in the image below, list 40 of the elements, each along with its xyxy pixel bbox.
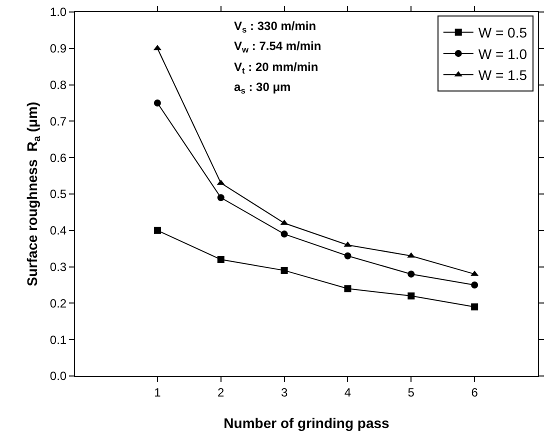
y-tick-label: 0.3 xyxy=(50,260,67,274)
y-tick-label: 0.5 xyxy=(50,187,67,202)
point xyxy=(344,285,352,292)
point xyxy=(407,252,416,258)
x-tick-label: 2 xyxy=(218,385,225,400)
annotation: a$_{s}$ : 30 μm xyxy=(234,80,291,96)
x-tick-label: 3 xyxy=(280,385,288,400)
legend-label: W = 1.0 xyxy=(478,46,528,62)
y-tick-label: 0.7 xyxy=(50,114,67,128)
x-tick-label: 6 xyxy=(471,385,478,400)
point xyxy=(280,230,288,238)
x-tick-label: 5 xyxy=(408,385,415,400)
y-tick-label: 1.0 xyxy=(50,5,67,20)
point xyxy=(471,282,478,288)
point xyxy=(280,266,288,274)
y-tick-label: 0.1 xyxy=(50,332,67,347)
legend-label: W = 0.5 xyxy=(478,24,528,41)
y-tick-label: 0.4 xyxy=(50,224,67,238)
point xyxy=(154,226,161,234)
y-tick-label: 0.9 xyxy=(50,42,67,56)
legend-label: W = 1.5 xyxy=(478,67,528,84)
annotation: V$_{t}$ : 20 mm/min xyxy=(234,60,318,76)
point xyxy=(217,256,224,264)
point xyxy=(344,241,352,247)
point xyxy=(217,194,224,202)
point xyxy=(471,303,478,310)
y-tick-label: 0.0 xyxy=(50,369,67,384)
x-tick-label: 4 xyxy=(344,385,352,400)
point xyxy=(153,44,162,50)
point xyxy=(154,100,161,106)
y-tick-label: 0.6 xyxy=(50,150,67,165)
y-tick-label: 0.8 xyxy=(50,78,67,92)
point xyxy=(408,292,415,300)
point xyxy=(408,270,415,278)
annotation: V$_{s}$ : 330 m/min xyxy=(234,19,316,35)
point xyxy=(344,252,352,260)
x-axis-title: Number of grinding pass xyxy=(224,415,390,431)
y-tick-label: 0.2 xyxy=(50,296,67,310)
annotation: V$_{w}$ : 7.54 m/min xyxy=(234,39,322,55)
x-tick-label: 1 xyxy=(154,385,162,400)
